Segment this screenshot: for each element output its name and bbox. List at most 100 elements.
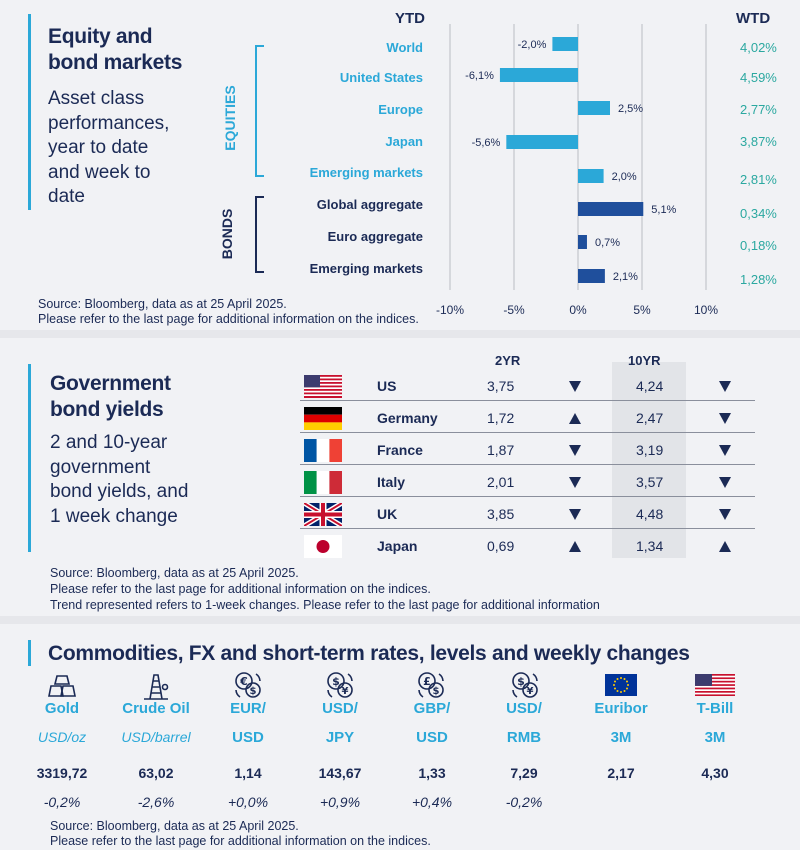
10yr-column-shade <box>612 362 686 558</box>
x-tick-label: 0% <box>569 303 587 317</box>
ytd-bar <box>506 135 578 149</box>
commodity-name: Gold <box>44 700 80 717</box>
wtd-header: WTD <box>736 10 771 27</box>
bond-country: Italy <box>377 474 406 490</box>
trend-down-icon <box>719 381 731 392</box>
commodity-level: 1,14 <box>234 765 262 781</box>
ytd-bar <box>578 101 610 115</box>
ytd-bar <box>578 269 605 283</box>
ytd-value-label: 2,1% <box>613 271 638 283</box>
commodity-change: -0,2% <box>505 794 543 810</box>
source-note: Please refer to the last page for additi… <box>50 834 431 848</box>
germany-flag-icon <box>304 407 342 430</box>
us-flag-icon <box>695 674 735 696</box>
trend-down-icon <box>719 445 731 456</box>
category-label: Global aggregate <box>316 197 423 212</box>
bond-country: France <box>377 442 423 458</box>
bonds-subtitle-line: 2 and 10-year <box>50 432 168 453</box>
category-label: Euro aggregate <box>327 229 423 244</box>
trend-down-icon <box>719 413 731 424</box>
bond-country: UK <box>377 506 398 522</box>
commodity-change: +0,0% <box>227 794 269 810</box>
equity-subtitle-line: and week to <box>48 161 151 183</box>
commodity-name: USD/ <box>322 700 358 717</box>
x-tick-label: 5% <box>633 303 651 317</box>
commodity-unit: USD <box>232 729 264 746</box>
bond-yield-2yr: 1,72 <box>487 410 515 426</box>
trend-down-icon <box>569 509 581 520</box>
commodity-unit: 3M <box>610 729 632 746</box>
bond-yield-10yr: 3,57 <box>636 474 664 490</box>
trend-down-icon <box>719 509 731 520</box>
source-note: Source: Bloomberg, data as at 25 April 2… <box>50 566 299 580</box>
accent-bar <box>28 640 31 666</box>
oil-rig-icon <box>144 674 169 700</box>
group-brackets <box>255 45 264 273</box>
row-divider <box>300 432 755 433</box>
commodity-name: T-Bill <box>696 700 734 717</box>
equities-group-label: EQUITIES <box>222 85 238 151</box>
wtd-value: 3,87% <box>740 134 777 149</box>
wtd-value: 0,18% <box>740 238 777 253</box>
government-bond-yields-panel: Government bond yields 2 and 10-year gov… <box>0 338 800 616</box>
bonds-title-line1: Government <box>50 372 171 395</box>
commodities-title: Commodities, FX and short-term rates, le… <box>48 642 690 665</box>
dollar-yuan-exchange-icon: $ ¥ <box>512 672 538 698</box>
trend-down-icon <box>719 477 731 488</box>
equity-subtitle-line: date <box>48 186 85 207</box>
commodity-name: USD/ <box>506 700 542 717</box>
commodity-change: -2,6% <box>137 794 175 810</box>
category-label: World <box>386 40 423 55</box>
row-divider <box>300 464 755 465</box>
commodity-unit: 3M <box>704 729 726 746</box>
commodity-name: Euribor <box>594 700 648 717</box>
equity-subtitle-line: Asset class <box>48 88 145 109</box>
commodity-level: 1,33 <box>418 765 446 781</box>
japan-flag-icon <box>304 535 342 558</box>
commodity-unit: USD/oz <box>37 729 87 745</box>
source-note: Please refer to the last page for additi… <box>38 312 419 326</box>
wtd-value: 4,02% <box>740 40 777 55</box>
commodity-level: 143,67 <box>318 765 362 781</box>
x-tick-label: -10% <box>436 303 464 317</box>
ytd-value-label: -6,1% <box>465 70 494 82</box>
eu-flag-icon <box>605 674 637 696</box>
bond-country: Japan <box>377 538 418 554</box>
bond-yield-10yr: 4,48 <box>636 506 664 522</box>
commodity-unit: USD/barrel <box>121 729 191 745</box>
svg-text:£: £ <box>423 675 431 688</box>
bond-yield-10yr: 2,47 <box>636 410 664 426</box>
us-flag-icon <box>304 375 342 398</box>
2yr-header: 2YR <box>495 353 521 368</box>
wtd-value: 2,81% <box>740 172 777 187</box>
ytd-value-label: -2,0% <box>518 39 547 51</box>
row-divider <box>300 496 755 497</box>
source-note: Source: Bloomberg, data as at 25 April 2… <box>38 297 287 311</box>
wtd-value: 0,34% <box>740 206 777 221</box>
svg-text:¥: ¥ <box>342 686 349 697</box>
commodity-name: EUR/ <box>230 700 266 717</box>
bond-yield-2yr: 3,85 <box>487 506 515 522</box>
ytd-bar-chart: -10% -5% 0% 5% 10% -2,0% -6,1% 2,5% -5,6% 2,0% 5,1… <box>436 24 718 317</box>
trend-down-icon <box>569 477 581 488</box>
bonds-subtitle-line: 1 week change <box>50 505 178 527</box>
ytd-header: YTD <box>395 10 425 27</box>
bond-country: US <box>377 378 397 394</box>
equity-bond-panel: Equity and bond markets Asset class perf… <box>0 0 800 330</box>
category-label: Europe <box>378 102 423 117</box>
ytd-bar <box>552 37 578 51</box>
italy-flag-icon <box>304 471 342 494</box>
equities-bracket <box>255 45 264 177</box>
trend-down-icon <box>569 381 581 392</box>
trend-up-icon <box>569 541 581 552</box>
trend-down-icon <box>569 445 581 456</box>
bonds-subtitle-line: bond yields, and <box>50 481 189 502</box>
category-label: Emerging markets <box>309 165 423 180</box>
row-divider <box>300 528 755 529</box>
accent-bar <box>28 14 31 210</box>
x-tick-label: 10% <box>694 303 718 317</box>
commodity-change: +0,9% <box>319 794 361 810</box>
commodity-change: -0,2% <box>43 794 81 810</box>
bonds-group-label: BONDS <box>219 208 235 260</box>
wtd-value: 1,28% <box>740 272 777 287</box>
